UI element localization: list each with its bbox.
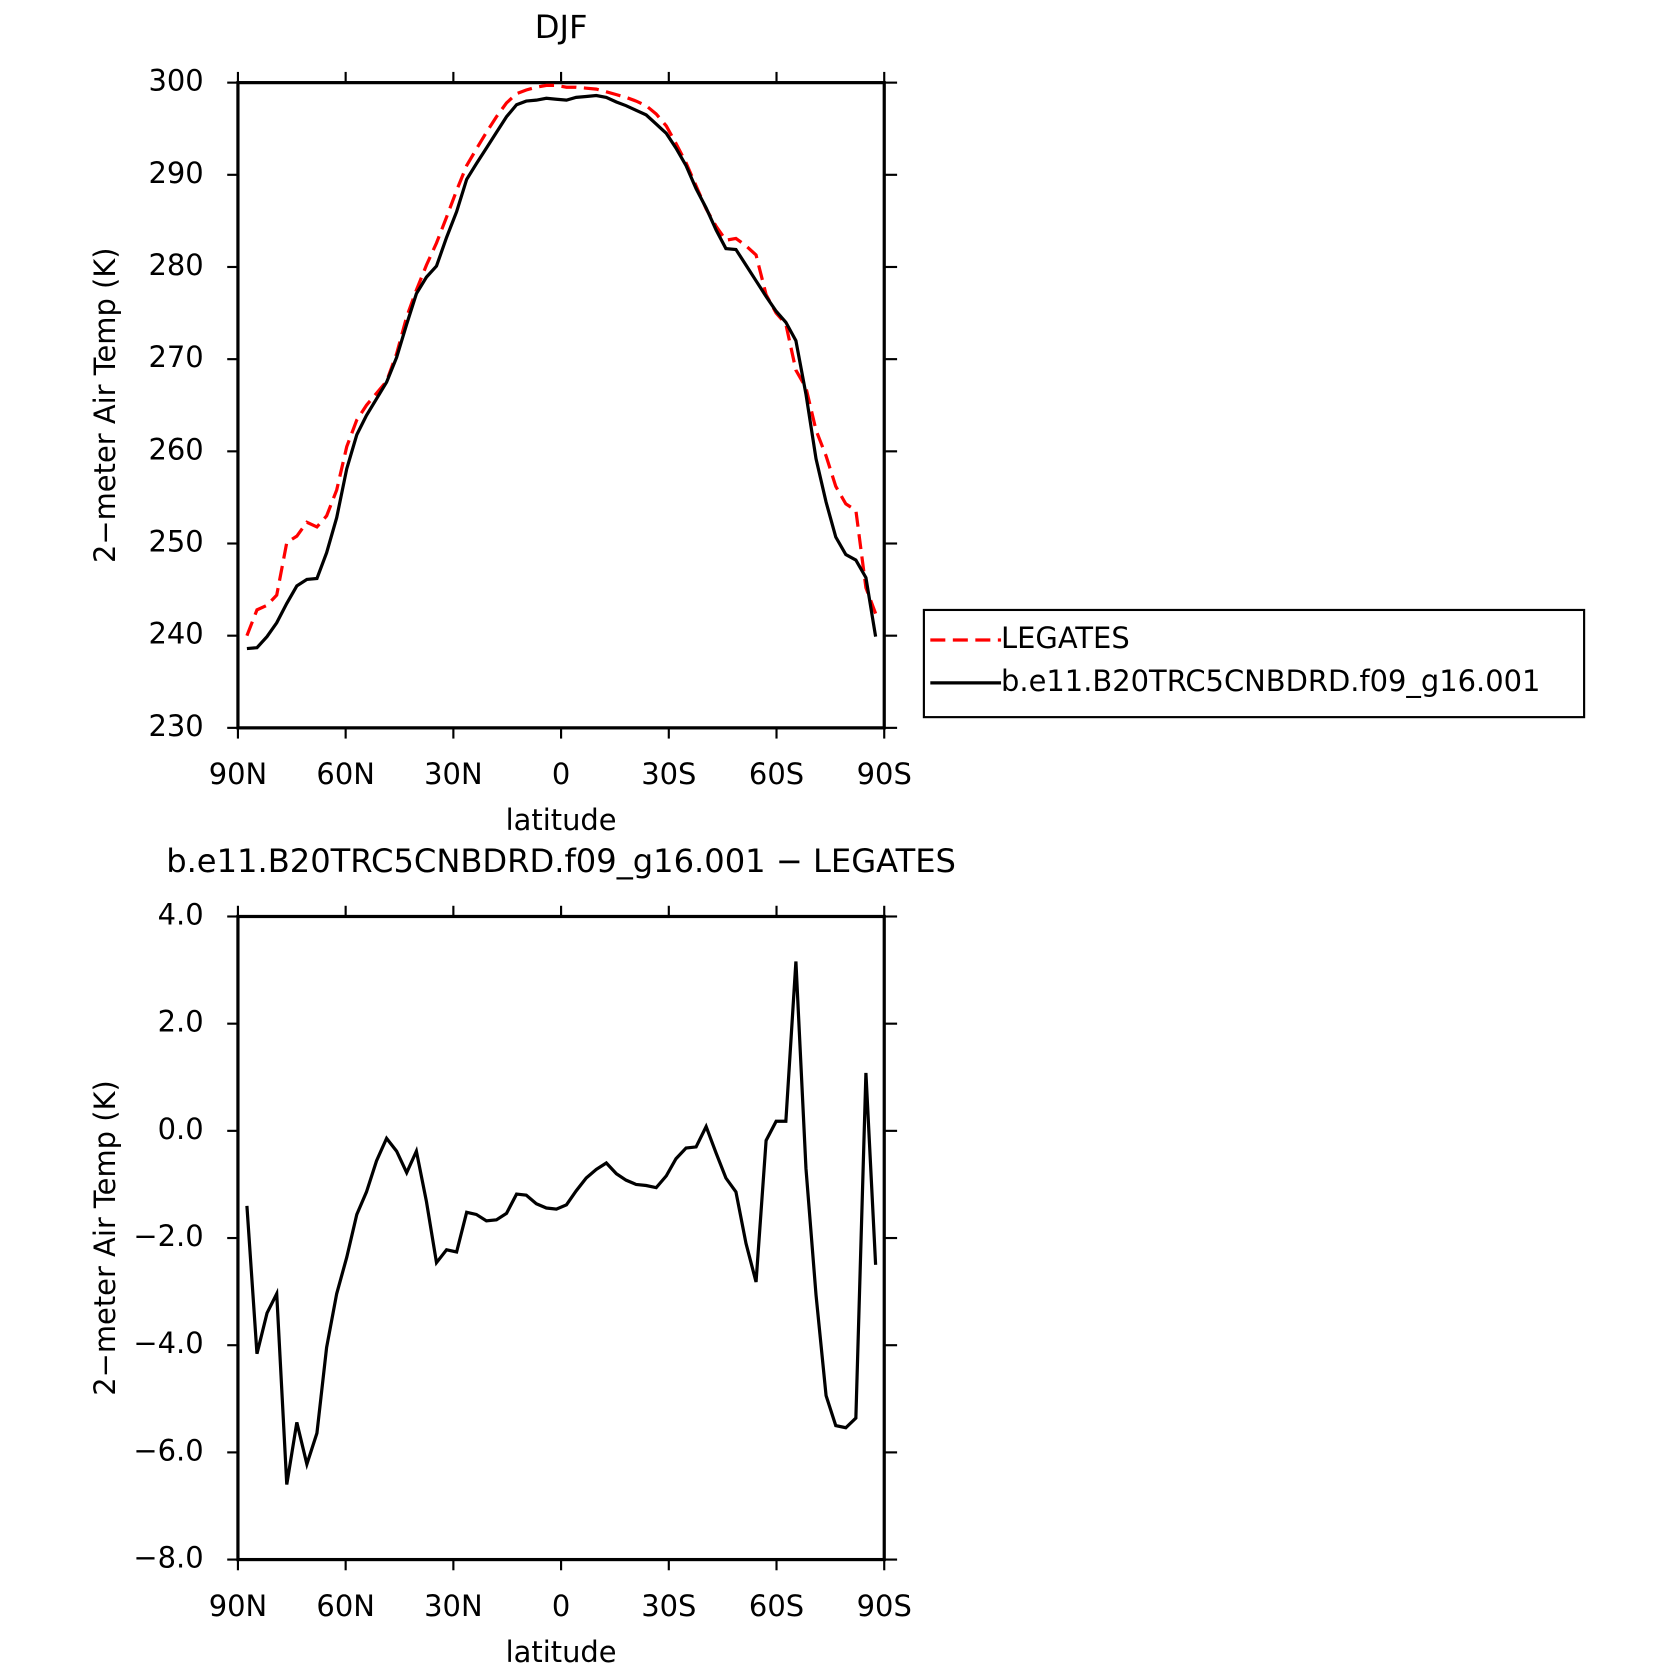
y-tick-label: 250	[148, 525, 203, 559]
y-tick-label: −4.0	[133, 1326, 203, 1360]
x-tick-label: 30S	[641, 1589, 696, 1623]
y-tick-label: 240	[148, 617, 203, 651]
y-tick-label: 280	[148, 248, 203, 282]
x-tick-label: 90N	[209, 1589, 267, 1623]
x-tick-label: 60N	[316, 1589, 374, 1623]
legend-label: b.e11.B20TRC5CNBDRD.f09_g16.001	[1001, 664, 1540, 698]
legend-box	[922, 608, 1586, 719]
y-tick-label: 290	[148, 156, 203, 190]
y-tick-label: 260	[148, 432, 203, 466]
x-tick-label: 90N	[209, 757, 267, 791]
x-tick-label: 60S	[749, 757, 804, 791]
data-line	[245, 961, 878, 1485]
plot-frame	[236, 914, 886, 1562]
x-tick-label: 0	[552, 757, 570, 791]
x-axis-title: latitude	[506, 1635, 617, 1669]
x-tick-label: 30N	[424, 757, 482, 791]
x-tick-label: 90S	[857, 1589, 912, 1623]
data-line	[246, 93, 878, 651]
x-tick-label: 30N	[424, 1589, 482, 1623]
y-tick-label: −2.0	[133, 1219, 203, 1253]
x-tick-label: 0	[552, 1589, 570, 1623]
y-tick-label: −6.0	[133, 1433, 203, 1467]
plot-frame	[236, 81, 886, 730]
y-tick-label: 2.0	[158, 1005, 204, 1039]
x-tick-label: 60N	[316, 757, 374, 791]
y-tick-label: −8.0	[133, 1541, 203, 1575]
y-axis-title: 2−meter Air Temp (K)	[88, 1080, 122, 1396]
data-line	[245, 83, 878, 637]
y-tick-label: 230	[148, 709, 203, 743]
chart-title: DJF	[535, 8, 588, 46]
chart-title: b.e11.B20TRC5CNBDRD.f09_g16.001 − LEGATE…	[166, 842, 956, 880]
y-axis-title: 2−meter Air Temp (K)	[88, 247, 122, 563]
x-tick-label: 30S	[641, 757, 696, 791]
x-tick-label: 90S	[857, 757, 912, 791]
legend-label: LEGATES	[1001, 621, 1130, 655]
x-tick-label: 60S	[749, 1589, 804, 1623]
y-tick-label: 0.0	[158, 1112, 204, 1146]
y-tick-label: 270	[148, 340, 203, 374]
y-tick-label: 300	[148, 64, 203, 98]
y-tick-label: 4.0	[158, 897, 204, 931]
x-axis-title: latitude	[506, 803, 617, 837]
